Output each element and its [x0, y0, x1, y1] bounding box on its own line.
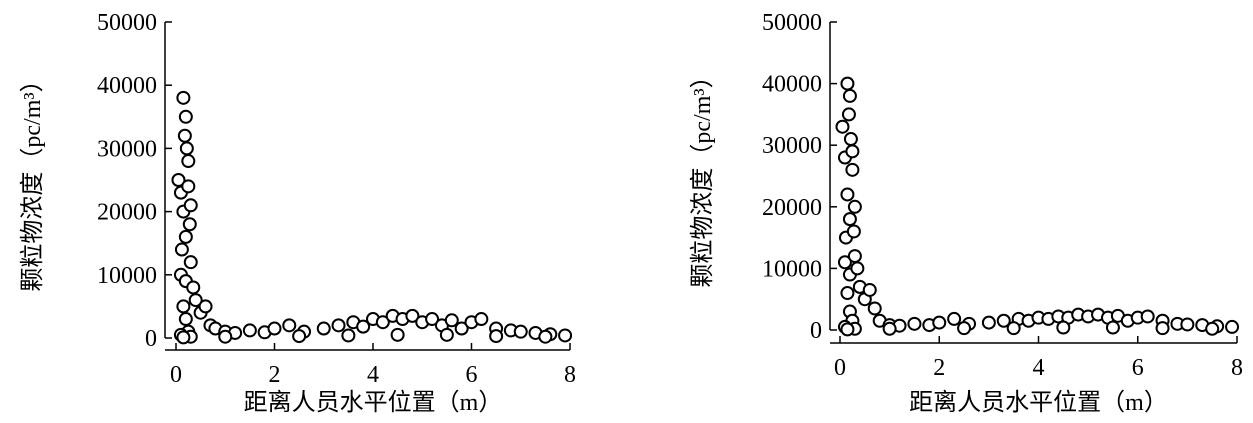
x-tick-label: 2: [269, 362, 281, 388]
data-point: [425, 312, 440, 327]
y-tick-label: 20000: [762, 195, 822, 221]
x-tick-label: 0: [834, 355, 846, 381]
data-point: [1105, 320, 1120, 335]
data-point: [218, 329, 233, 344]
data-point: [198, 299, 213, 314]
y-axis-label: 颗粒物浓度（pc/m³）: [19, 68, 46, 291]
x-tick-label: 6: [466, 362, 478, 388]
data-point: [181, 154, 196, 169]
data-point: [182, 217, 197, 232]
data-point: [176, 330, 191, 345]
data-point: [882, 321, 897, 336]
data-point: [840, 286, 855, 301]
data-point: [862, 282, 877, 297]
data-point: [847, 199, 862, 214]
data-point: [840, 322, 855, 337]
data-point: [390, 327, 405, 342]
data-point: [558, 328, 573, 343]
data-point: [835, 119, 850, 134]
data-point: [932, 315, 947, 330]
data-point: [178, 312, 193, 327]
data-point: [850, 261, 865, 276]
data-point: [242, 323, 257, 338]
data-point: [842, 88, 857, 103]
data-point: [845, 144, 860, 159]
data-point: [1056, 320, 1071, 335]
data-point: [867, 301, 882, 316]
data-point: [845, 162, 860, 177]
data-point: [841, 107, 856, 122]
data-point: [316, 321, 331, 336]
data-point: [178, 229, 193, 244]
data-point: [267, 321, 282, 336]
data-point: [981, 315, 996, 330]
y-tick-label: 0: [145, 326, 157, 352]
data-point: [444, 313, 459, 328]
data-point: [907, 316, 922, 331]
y-tick-label: 30000: [97, 136, 157, 162]
y-tick-label: 40000: [762, 72, 822, 98]
y-axis-label: 颗粒物浓度（pc/m³）: [689, 64, 716, 287]
data-point: [176, 299, 191, 314]
y-tick-label: 50000: [97, 10, 157, 36]
data-point: [356, 319, 371, 334]
data-point: [538, 329, 553, 344]
data-point: [405, 308, 420, 323]
data-point: [840, 76, 855, 91]
x-tick-label: 2: [933, 355, 945, 381]
y-tick-label: 10000: [97, 263, 157, 289]
data-point: [1225, 319, 1240, 334]
x-tick-label: 0: [170, 362, 182, 388]
x-axis-label: 距离人员水平位置（m）: [244, 389, 503, 416]
data-point: [183, 255, 198, 270]
data-point: [847, 249, 862, 264]
y-tick-label: 10000: [762, 256, 822, 282]
data-point: [176, 90, 191, 105]
data-point: [957, 321, 972, 336]
data-point: [837, 255, 852, 270]
y-tick-label: 0: [810, 318, 822, 344]
data-point: [1205, 321, 1220, 336]
y-tick-label: 50000: [762, 10, 822, 36]
data-point: [174, 242, 189, 257]
data-point: [489, 329, 504, 344]
data-point: [375, 315, 390, 330]
data-point: [186, 280, 201, 295]
data-point: [474, 312, 489, 327]
data-point: [842, 212, 857, 227]
y-tick-label: 30000: [762, 133, 822, 159]
y-tick-label: 20000: [97, 200, 157, 226]
data-point: [1180, 317, 1195, 332]
x-tick-label: 8: [564, 362, 576, 388]
data-point: [513, 324, 528, 339]
data-point: [439, 327, 454, 342]
data-point: [454, 321, 469, 336]
data-point: [179, 141, 194, 156]
x-tick-label: 4: [367, 362, 379, 388]
x-axis-label: 距离人员水平位置（m）: [909, 389, 1168, 416]
data-point: [177, 128, 192, 143]
data-point: [282, 318, 297, 333]
data-point: [181, 179, 196, 194]
data-point: [171, 173, 186, 187]
data-point: [1155, 321, 1170, 336]
data-point: [947, 311, 962, 326]
x-tick-label: 4: [1033, 355, 1045, 381]
data-point: [341, 328, 356, 343]
data-point: [846, 224, 861, 239]
x-tick-label: 8: [1231, 355, 1243, 381]
data-point: [996, 313, 1011, 328]
data-point: [1006, 321, 1021, 336]
data-point: [1140, 309, 1155, 324]
x-tick-label: 6: [1132, 355, 1144, 381]
data-point: [843, 132, 858, 147]
data-point: [840, 187, 855, 202]
data-point: [188, 293, 203, 308]
data-point: [331, 318, 346, 333]
data-point: [183, 198, 198, 213]
data-point: [292, 329, 307, 344]
y-tick-label: 40000: [97, 73, 157, 99]
data-point: [178, 109, 193, 124]
